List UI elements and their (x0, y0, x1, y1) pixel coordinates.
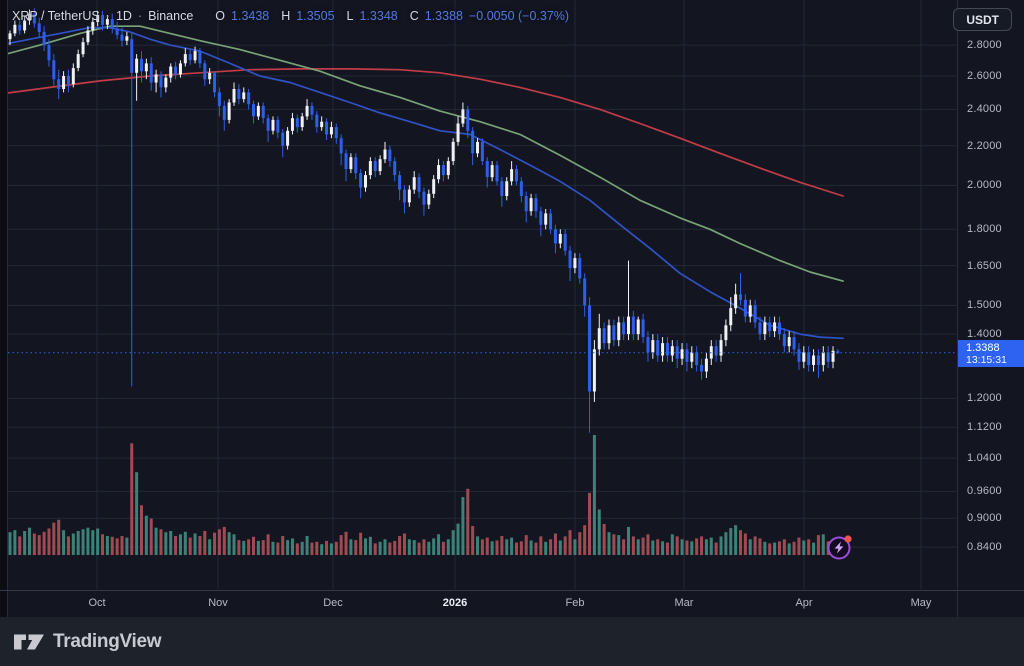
timeframe-label[interactable]: 1D (115, 9, 132, 23)
ohlc-high-label: H (281, 9, 291, 23)
ma-short-blue (0, 26, 844, 340)
ohlc-low-value: 1.3348 (359, 9, 398, 23)
price-tick-label: 1.0400 (967, 452, 1002, 465)
price-tick-label: 1.8000 (967, 223, 1002, 236)
price-tick-label: 1.2000 (967, 392, 1002, 405)
change-value: −0.0050 (−0.37%) (468, 9, 570, 23)
price-tick-label: 0.9000 (967, 512, 1002, 525)
alert-dot-icon (844, 535, 852, 543)
time-tick-label: May (910, 597, 932, 609)
candlestick-series (8, 8, 840, 433)
price-tick-label: 0.9600 (967, 485, 1002, 498)
price-tick-label: 1.6500 (967, 259, 1002, 272)
left-pane-edge (0, 0, 8, 617)
ma-medium-green (0, 25, 844, 282)
tradingview-logo-text: TradingView (53, 630, 162, 652)
price-tick-label: 0.8400 (967, 541, 1002, 554)
ma-long-red (0, 68, 844, 197)
legend-separator: · (137, 9, 143, 23)
time-tick-label: Apr (795, 597, 813, 609)
price-axis[interactable]: 1.3388 13:15:31 2.8000 2.6000 2.4000 2.2000… (957, 0, 1024, 617)
exchange-label: Binance (148, 9, 194, 23)
ohlc-high-value: 1.3505 (296, 9, 335, 23)
symbol-legend: XRP / TetherUS · 1D · Binance O 1.3438 H… (12, 9, 569, 23)
price-tick-label: 2.6000 (967, 70, 1002, 83)
price-tick-label: 2.2000 (967, 139, 1002, 152)
time-tick-label: Mar (674, 597, 694, 609)
volume-series (8, 435, 840, 555)
ohlc-close-value: 1.3388 (424, 9, 463, 23)
current-price-value: 1.3388 (966, 341, 1000, 354)
currency-usdt-button[interactable]: USDT (953, 8, 1012, 31)
footer-bar: TradingView (0, 617, 1024, 666)
ohlc-close-label: C (409, 9, 419, 23)
time-tick-label: Feb (565, 597, 585, 609)
ohlc-low-label: L (346, 9, 354, 23)
price-tick-label: 2.0000 (967, 179, 1002, 192)
time-axis[interactable]: Oct Nov Dec 2026 Feb Mar Apr May (0, 590, 1024, 617)
price-chart-canvas[interactable] (0, 0, 1024, 590)
price-tick-label: 2.8000 (967, 39, 1002, 52)
ohlc-open-label: O (215, 9, 226, 23)
ohlc-open-value: 1.3438 (231, 9, 270, 23)
time-tick-label: Nov (208, 597, 228, 609)
price-tick-label: 1.1200 (967, 421, 1002, 434)
time-tick-label: Dec (323, 597, 343, 609)
legend-separator: · (105, 9, 110, 23)
time-tick-label: Oct (88, 597, 106, 609)
current-price-label: 1.3388 13:15:31 (958, 339, 1024, 367)
tradingview-logo-icon (14, 634, 44, 649)
price-tick-label: 2.4000 (967, 103, 1002, 116)
time-tick-label: 2026 (442, 597, 468, 609)
symbol-name[interactable]: XRP / TetherUS (12, 9, 100, 23)
price-tick-label: 1.4000 (967, 328, 1002, 341)
lightning-icon[interactable] (824, 532, 854, 562)
price-tick-label: 1.5000 (967, 299, 1002, 312)
bar-countdown: 13:15:31 (966, 353, 1007, 366)
tradingview-logo[interactable]: TradingView (14, 630, 162, 653)
